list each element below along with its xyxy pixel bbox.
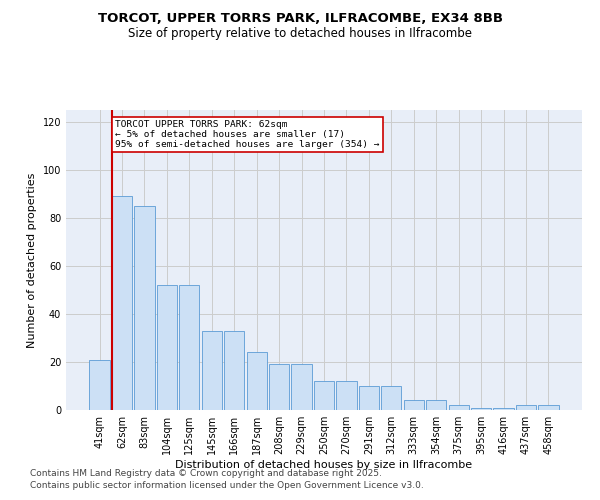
Y-axis label: Number of detached properties: Number of detached properties [27,172,37,348]
Bar [224,331,244,410]
Bar [359,386,379,410]
Bar [202,331,222,410]
Bar [179,285,199,410]
Bar [493,408,514,410]
Bar [404,400,424,410]
Text: Contains public sector information licensed under the Open Government Licence v3: Contains public sector information licen… [30,481,424,490]
Bar [516,405,536,410]
Text: Size of property relative to detached houses in Ilfracombe: Size of property relative to detached ho… [128,28,472,40]
Bar [471,408,491,410]
Bar [112,196,132,410]
Bar [292,364,311,410]
Text: TORCOT, UPPER TORRS PARK, ILFRACOMBE, EX34 8BB: TORCOT, UPPER TORRS PARK, ILFRACOMBE, EX… [97,12,503,26]
Bar [269,364,289,410]
X-axis label: Distribution of detached houses by size in Ilfracombe: Distribution of detached houses by size … [175,460,473,470]
Bar [247,352,267,410]
Bar [449,405,469,410]
Text: TORCOT UPPER TORRS PARK: 62sqm
← 5% of detached houses are smaller (17)
95% of s: TORCOT UPPER TORRS PARK: 62sqm ← 5% of d… [115,120,380,150]
Bar [157,285,177,410]
Bar [314,381,334,410]
Text: Contains HM Land Registry data © Crown copyright and database right 2025.: Contains HM Land Registry data © Crown c… [30,468,382,477]
Bar [426,400,446,410]
Bar [337,381,356,410]
Bar [538,405,559,410]
Bar [134,206,155,410]
Bar [89,360,110,410]
Bar [381,386,401,410]
